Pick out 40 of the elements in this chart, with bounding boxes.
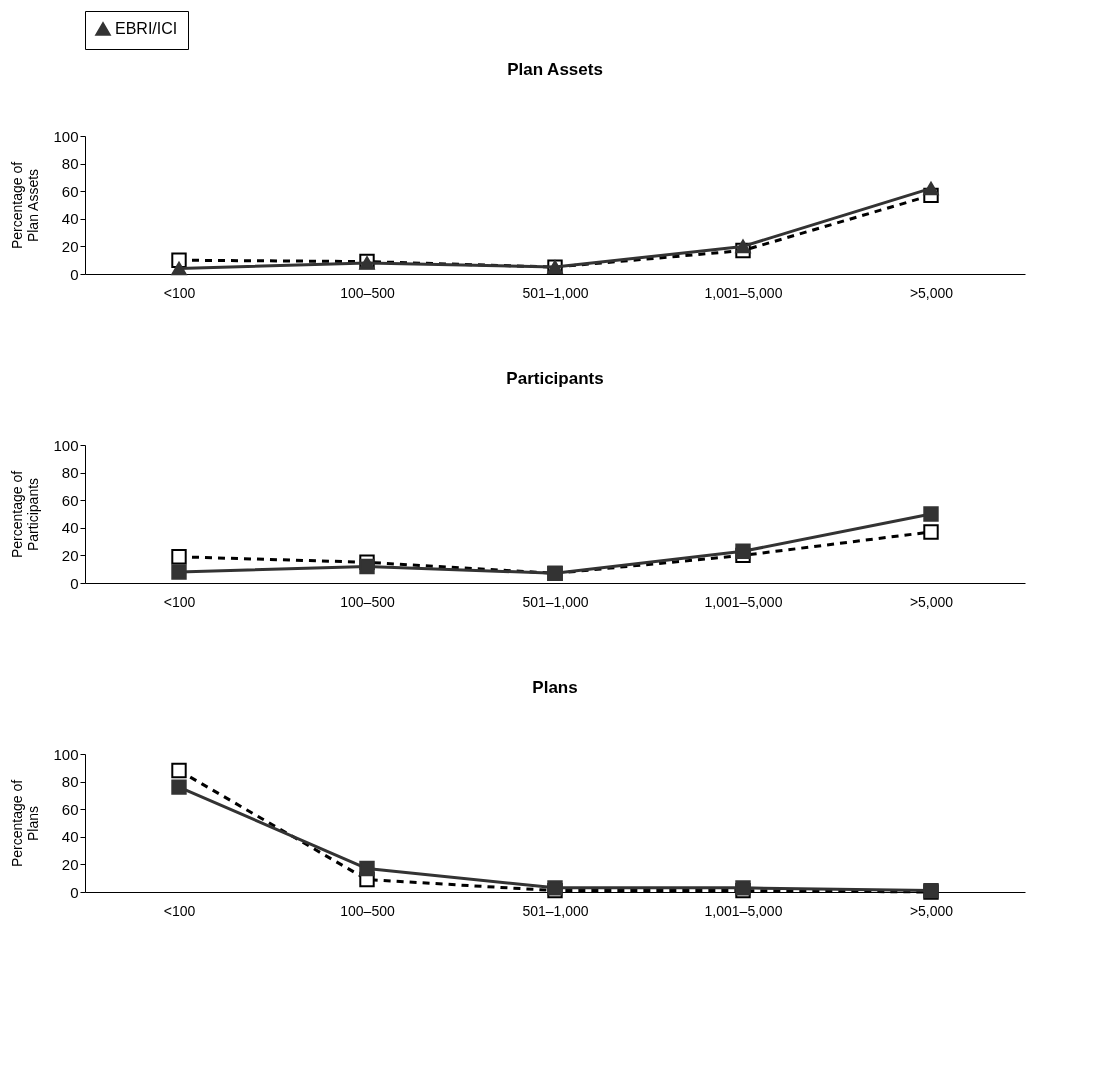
y-tick-label: 20 bbox=[61, 855, 79, 873]
y-tick-label: 20 bbox=[61, 237, 79, 255]
legend-label: EBRI/ICI bbox=[115, 20, 178, 37]
y-tick-label: 100 bbox=[53, 745, 79, 763]
y-axis-title: Percentage of Plan Assets bbox=[9, 161, 42, 250]
y-tick-label: 0 bbox=[70, 574, 79, 592]
y-tick-label: 80 bbox=[61, 155, 79, 173]
x-tick-label: 501–1,000 bbox=[522, 284, 589, 301]
y-tick-label: 80 bbox=[61, 464, 79, 482]
x-tick-label: 1,001–5,000 bbox=[704, 284, 783, 301]
y-axis-title: Percentage of Participants bbox=[9, 470, 42, 559]
chart-title: Participants bbox=[506, 369, 604, 388]
y-tick-label: 0 bbox=[70, 883, 79, 901]
x-tick-label: <100 bbox=[163, 284, 196, 301]
x-tick-label: 1,001–5,000 bbox=[704, 593, 783, 610]
y-tick-label: 80 bbox=[61, 773, 79, 791]
chart-title: Plans bbox=[532, 678, 578, 697]
x-tick-label: 501–1,000 bbox=[522, 593, 589, 610]
y-tick-label: 40 bbox=[61, 210, 79, 228]
x-tick-label: <100 bbox=[163, 902, 196, 919]
x-tick-label: >5,000 bbox=[909, 902, 954, 919]
y-tick-label: 100 bbox=[53, 436, 79, 454]
y-tick-label: 60 bbox=[61, 182, 79, 200]
y-tick-label: 100 bbox=[53, 127, 79, 145]
x-tick-label: 100–500 bbox=[340, 284, 395, 301]
x-tick-label: >5,000 bbox=[909, 284, 954, 301]
y-tick-label: 40 bbox=[61, 519, 79, 537]
chart-title: Plan Assets bbox=[507, 60, 603, 79]
x-tick-label: 501–1,000 bbox=[522, 902, 589, 919]
x-tick-label: 1,001–5,000 bbox=[704, 902, 783, 919]
y-tick-label: 20 bbox=[61, 546, 79, 564]
y-tick-label: 60 bbox=[61, 800, 79, 818]
y-tick-label: 60 bbox=[61, 491, 79, 509]
x-tick-label: <100 bbox=[163, 593, 196, 610]
y-tick-label: 0 bbox=[70, 265, 79, 283]
x-tick-label: 100–500 bbox=[340, 593, 395, 610]
y-axis-title: Percentage of Plans bbox=[9, 779, 42, 868]
y-tick-label: 40 bbox=[61, 828, 79, 846]
x-tick-label: 100–500 bbox=[340, 902, 395, 919]
x-tick-label: >5,000 bbox=[909, 593, 954, 610]
